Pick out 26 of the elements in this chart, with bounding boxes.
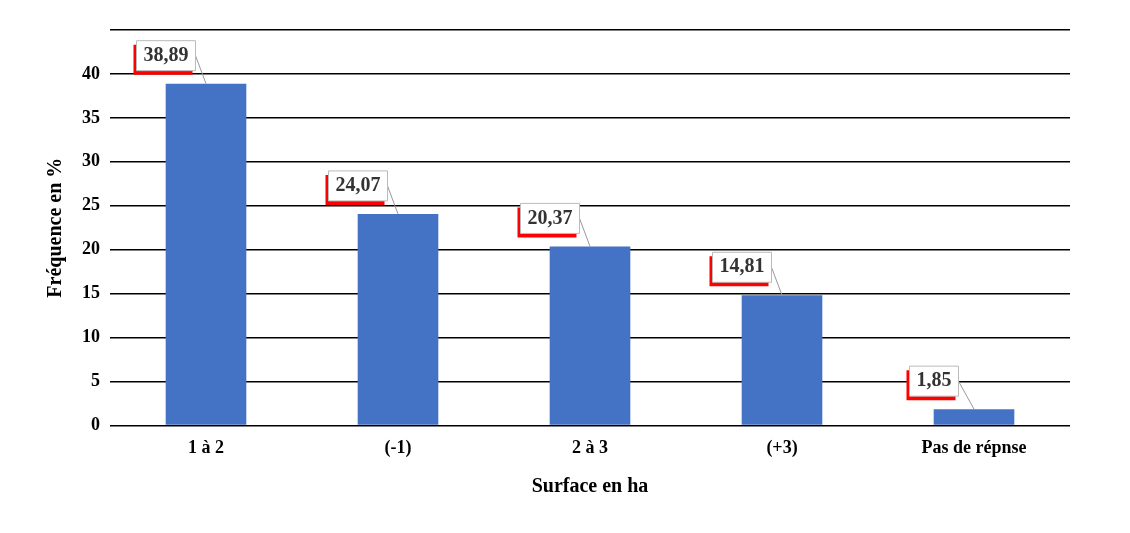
data-label: 20,37 — [527, 205, 573, 228]
bar — [933, 409, 1015, 425]
y-tick-label: 20 — [82, 238, 100, 259]
x-tick-label: (+3) — [766, 436, 798, 458]
y-tick-label: 5 — [91, 370, 100, 391]
x-axis-title: Surface en ha — [531, 474, 649, 497]
x-tick-label: 1 à 2 — [188, 436, 224, 457]
bar — [741, 295, 823, 425]
x-tick-label: (-1) — [384, 436, 412, 458]
y-axis-title: Fréquence en % — [43, 157, 67, 298]
y-tick-label: 25 — [82, 194, 100, 215]
y-tick-label: 40 — [82, 62, 100, 83]
y-tick-label: 35 — [82, 106, 100, 127]
data-label: 14,81 — [719, 254, 765, 277]
data-label: 38,89 — [143, 42, 189, 65]
x-tick-label: Pas de répnse — [921, 436, 1027, 457]
data-label: 1,85 — [916, 368, 952, 391]
bar — [165, 83, 247, 425]
bar — [357, 213, 439, 425]
y-tick-label: 15 — [82, 282, 100, 303]
x-tick-label: 2 à 3 — [572, 436, 608, 457]
y-tick-label: 0 — [91, 414, 100, 435]
y-tick-label: 30 — [82, 150, 100, 171]
bar — [549, 246, 631, 425]
y-tick-label: 10 — [82, 326, 100, 347]
data-label: 24,07 — [335, 173, 381, 196]
